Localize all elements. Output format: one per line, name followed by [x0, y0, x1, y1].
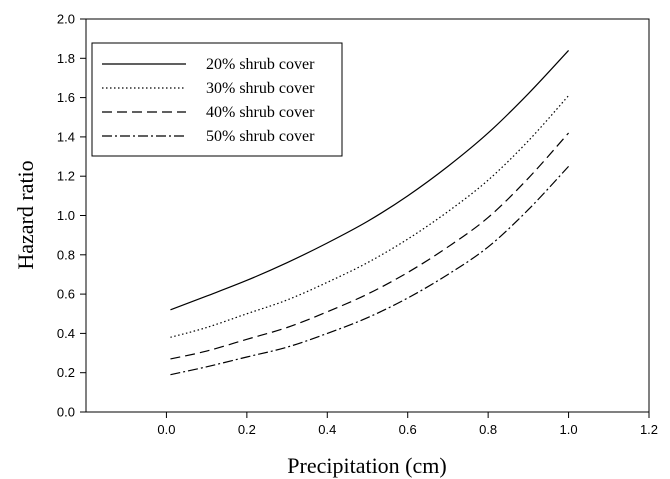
x-tick-label: 0.6	[399, 422, 417, 437]
legend-label: 40% shrub cover	[206, 104, 315, 121]
x-tick-label: 0.8	[479, 422, 497, 437]
y-tick-label: 1.4	[57, 129, 75, 144]
series-line-4	[170, 165, 570, 376]
y-tick-label: 0.6	[57, 287, 75, 302]
y-tick-label: 1.6	[57, 90, 75, 105]
x-tick-label: 0.2	[238, 422, 256, 437]
x-axis: 0.0 0.2 0.4 0.6 0.8 1.0 1.2	[157, 412, 658, 437]
y-tick-label: 1.0	[57, 208, 75, 223]
legend-label: 30% shrub cover	[206, 80, 315, 97]
y-tick-label: 0.8	[57, 247, 75, 262]
y-axis-title: Hazard ratio	[13, 160, 38, 269]
y-tick-label: 0.0	[57, 405, 75, 420]
y-tick-label: 1.8	[57, 51, 75, 66]
legend: 20% shrub cover 30% shrub cover 40% shrub …	[91, 42, 343, 157]
legend-label: 20% shrub cover	[206, 56, 315, 73]
legend-box	[91, 42, 343, 157]
x-tick-label: 1.2	[640, 422, 658, 437]
x-tick-label: 0.0	[157, 422, 175, 437]
legend-label: 50% shrub cover	[206, 128, 315, 145]
series-line-3	[170, 132, 570, 360]
y-axis: 0.0 0.2 0.4 0.6 0.8 1.0 1.2 1.4 1.6 1.8 2.0	[57, 12, 86, 420]
y-tick-label: 0.2	[57, 365, 75, 380]
x-tick-label: 1.0	[560, 422, 578, 437]
y-tick-label: 0.4	[57, 326, 75, 341]
x-axis-title: Precipitation (cm)	[287, 453, 446, 478]
series-layer	[170, 50, 570, 376]
y-tick-label: 2.0	[57, 12, 75, 27]
x-tick-label: 0.4	[318, 422, 336, 437]
y-tick-label: 1.2	[57, 169, 75, 184]
series-line-1	[170, 50, 570, 311]
